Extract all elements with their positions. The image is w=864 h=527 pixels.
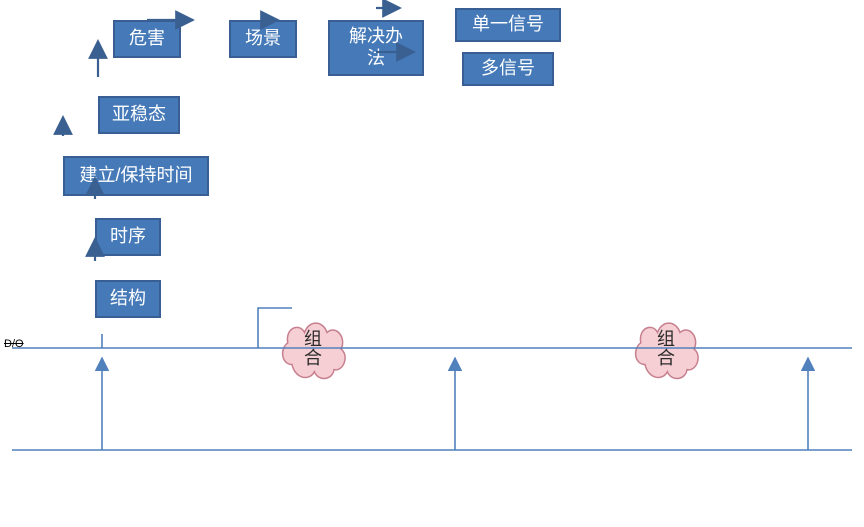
node-label: 亚稳态 — [112, 104, 166, 126]
node-shixu: 时序 — [95, 218, 161, 256]
label-left: D/O — [4, 338, 24, 350]
node-weihai: 危害 — [113, 20, 181, 58]
node-label: 单一信号 — [472, 14, 544, 36]
node-jiegou: 结构 — [95, 280, 161, 318]
cloud-zuhe-1: 组合 — [278, 318, 348, 380]
diagram-wires — [0, 0, 864, 527]
node-yawen: 亚稳态 — [98, 96, 180, 134]
cloud-zuhe-2: 组合 — [631, 318, 701, 380]
node-label: 结构 — [110, 288, 146, 310]
node-changjing: 场景 — [229, 20, 297, 58]
node-label: 时序 — [110, 226, 146, 248]
node-setup-hold: 建立/保持时间 — [63, 156, 209, 196]
cloud-label: 组合 — [278, 318, 348, 380]
node-label: 多信号 — [481, 58, 535, 80]
node-label: 危害 — [129, 28, 165, 50]
node-label: 解决办法 — [349, 26, 403, 69]
node-label: 建立/保持时间 — [79, 165, 192, 187]
node-danyi: 单一信号 — [455, 8, 561, 42]
node-duoxin: 多信号 — [462, 52, 554, 86]
node-jiejue: 解决办法 — [328, 20, 424, 76]
node-label: 场景 — [245, 28, 281, 50]
cloud-label: 组合 — [631, 318, 701, 380]
